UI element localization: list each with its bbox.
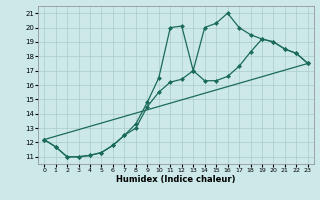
X-axis label: Humidex (Indice chaleur): Humidex (Indice chaleur): [116, 175, 236, 184]
